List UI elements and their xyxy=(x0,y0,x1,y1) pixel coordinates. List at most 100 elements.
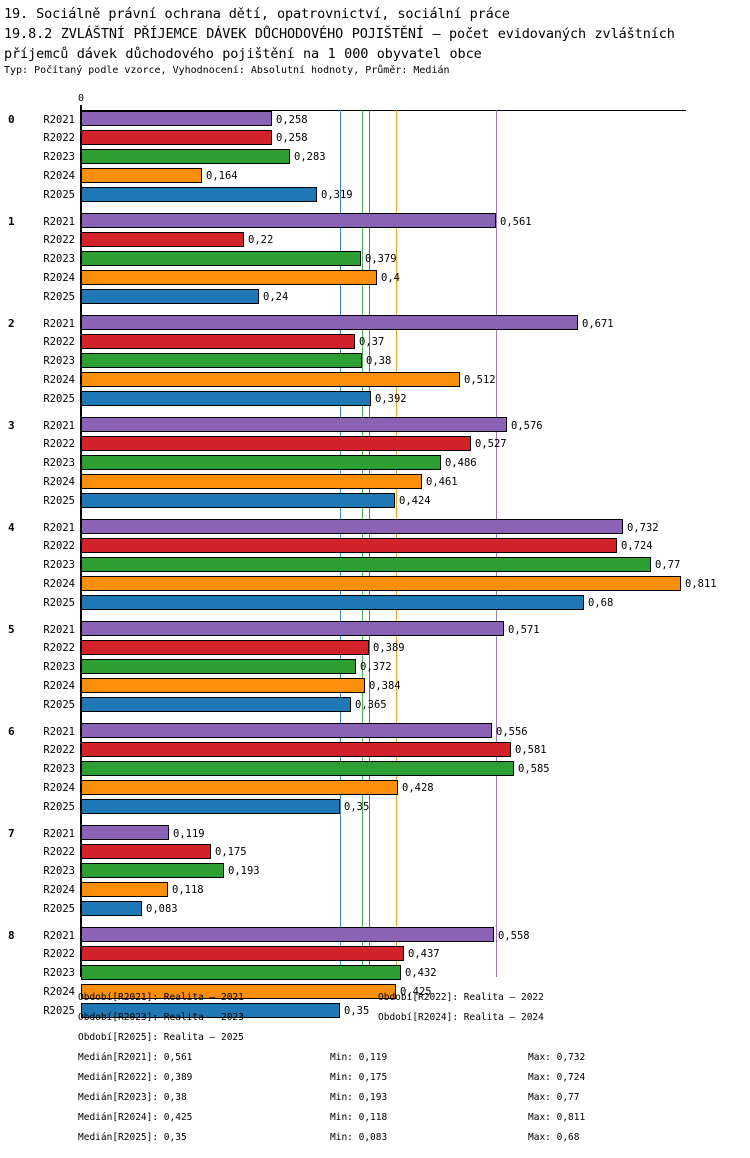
bar-r2022[interactable] xyxy=(81,639,369,655)
bar-value-label: 0,283 xyxy=(294,151,326,164)
bar-r2023[interactable] xyxy=(81,250,361,266)
bar-r2025[interactable] xyxy=(81,1002,340,1018)
bar-r2022[interactable] xyxy=(81,537,617,553)
bar-r2021[interactable] xyxy=(81,315,578,330)
bar-r2023[interactable] xyxy=(81,658,356,674)
bar-r2025[interactable] xyxy=(81,696,351,712)
bar-r2024[interactable] xyxy=(81,575,681,591)
row-label-r2025: R2025 xyxy=(43,495,75,508)
bar-r2024[interactable] xyxy=(81,983,396,999)
bar-value-label: 0,35 xyxy=(344,801,370,814)
bar-value-label: 0,37 xyxy=(359,336,385,349)
row-label-r2025: R2025 xyxy=(43,801,75,814)
bar-r2023[interactable] xyxy=(81,760,514,776)
bar-r2022[interactable] xyxy=(81,333,355,349)
row-label-r2021: R2021 xyxy=(43,215,75,228)
bar-r2024[interactable] xyxy=(81,167,202,183)
row-label-r2023: R2023 xyxy=(43,763,75,776)
bar-r2024[interactable] xyxy=(81,473,422,489)
row-label-r2023: R2023 xyxy=(43,661,75,674)
bar-r2023[interactable] xyxy=(81,964,401,980)
legend-item: Období[R2024]: Realita – 2024 xyxy=(378,1012,544,1023)
bar-value-label: 0,527 xyxy=(475,438,507,451)
bar-r2023[interactable] xyxy=(81,352,362,368)
stat-median: Medián[R2024]: 0,425 xyxy=(78,1112,193,1123)
row-label-r2022: R2022 xyxy=(43,642,75,655)
bar-r2022[interactable] xyxy=(81,843,211,859)
group-label: 6 xyxy=(8,725,15,738)
row-label-r2021: R2021 xyxy=(43,113,75,126)
bar-r2024[interactable] xyxy=(81,881,168,897)
stat-max: Max: 0,811 xyxy=(528,1112,586,1123)
row-label-r2023: R2023 xyxy=(43,151,75,164)
bar-value-label: 0,428 xyxy=(402,782,434,795)
bar-value-label: 0,258 xyxy=(276,113,308,126)
bar-value-label: 0,671 xyxy=(582,317,614,330)
bar-r2022[interactable] xyxy=(81,435,471,451)
bar-r2022[interactable] xyxy=(81,945,404,961)
row-label-r2024: R2024 xyxy=(43,986,75,999)
row-label-r2021: R2021 xyxy=(43,929,75,942)
bar-r2025[interactable] xyxy=(81,594,584,610)
bar-value-label: 0,119 xyxy=(173,827,205,840)
group-label: 0 xyxy=(8,113,15,126)
bar-r2024[interactable] xyxy=(81,371,460,387)
bar-value-label: 0,392 xyxy=(375,393,407,406)
chart-subtitle: Typ: Počítaný podle vzorce, Vyhodnocení:… xyxy=(4,65,450,76)
axis-top-line xyxy=(81,110,686,111)
bar-r2022[interactable] xyxy=(81,129,272,145)
row-label-r2024: R2024 xyxy=(43,476,75,489)
bar-r2025[interactable] xyxy=(81,798,340,814)
bar-r2021[interactable] xyxy=(81,621,504,636)
bar-value-label: 0,193 xyxy=(228,865,260,878)
bar-r2025[interactable] xyxy=(81,492,395,508)
bar-r2024[interactable] xyxy=(81,779,398,795)
bar-r2021[interactable] xyxy=(81,927,494,942)
legend-item: Období[R2021]: Realita – 2021 xyxy=(78,992,244,1003)
bar-value-label: 0,571 xyxy=(508,623,540,636)
group-label: 3 xyxy=(8,419,15,432)
row-label-r2024: R2024 xyxy=(43,272,75,285)
bar-r2022[interactable] xyxy=(81,741,511,757)
row-label-r2022: R2022 xyxy=(43,744,75,757)
axis-zero-tick-label: 0 xyxy=(78,93,85,104)
row-label-r2024: R2024 xyxy=(43,680,75,693)
bar-value-label: 0,811 xyxy=(685,578,717,591)
bar-r2024[interactable] xyxy=(81,677,365,693)
row-label-r2022: R2022 xyxy=(43,438,75,451)
bar-r2025[interactable] xyxy=(81,288,259,304)
bar-r2021[interactable] xyxy=(81,519,623,534)
stat-max: Max: 0,732 xyxy=(528,1052,586,1063)
bar-value-label: 0,365 xyxy=(355,699,387,712)
bar-r2025[interactable] xyxy=(81,186,317,202)
row-label-r2025: R2025 xyxy=(43,699,75,712)
bar-r2021[interactable] xyxy=(81,723,492,738)
bar-r2023[interactable] xyxy=(81,556,651,572)
bar-value-label: 0,724 xyxy=(621,540,653,553)
bar-value-label: 0,22 xyxy=(248,234,274,247)
row-label-r2023: R2023 xyxy=(43,355,75,368)
bar-r2021[interactable] xyxy=(81,825,169,840)
bar-r2023[interactable] xyxy=(81,454,441,470)
bar-value-label: 0,379 xyxy=(365,253,397,266)
bar-value-label: 0,372 xyxy=(360,661,392,674)
bar-value-label: 0,556 xyxy=(496,725,528,738)
row-label-r2022: R2022 xyxy=(43,540,75,553)
bar-value-label: 0,576 xyxy=(511,419,543,432)
bar-r2021[interactable] xyxy=(81,213,496,228)
bar-r2023[interactable] xyxy=(81,862,224,878)
bar-value-label: 0,4 xyxy=(381,272,400,285)
bar-r2025[interactable] xyxy=(81,900,142,916)
bar-r2023[interactable] xyxy=(81,148,290,164)
bar-value-label: 0,258 xyxy=(276,132,308,145)
row-label-r2022: R2022 xyxy=(43,948,75,961)
bar-r2022[interactable] xyxy=(81,231,244,247)
row-label-r2024: R2024 xyxy=(43,782,75,795)
row-label-r2024: R2024 xyxy=(43,170,75,183)
bar-r2021[interactable] xyxy=(81,417,507,432)
bar-r2021[interactable] xyxy=(81,111,272,126)
bar-r2024[interactable] xyxy=(81,269,377,285)
bar-value-label: 0,585 xyxy=(518,763,550,776)
group-label: 1 xyxy=(8,215,15,228)
bar-r2025[interactable] xyxy=(81,390,371,406)
